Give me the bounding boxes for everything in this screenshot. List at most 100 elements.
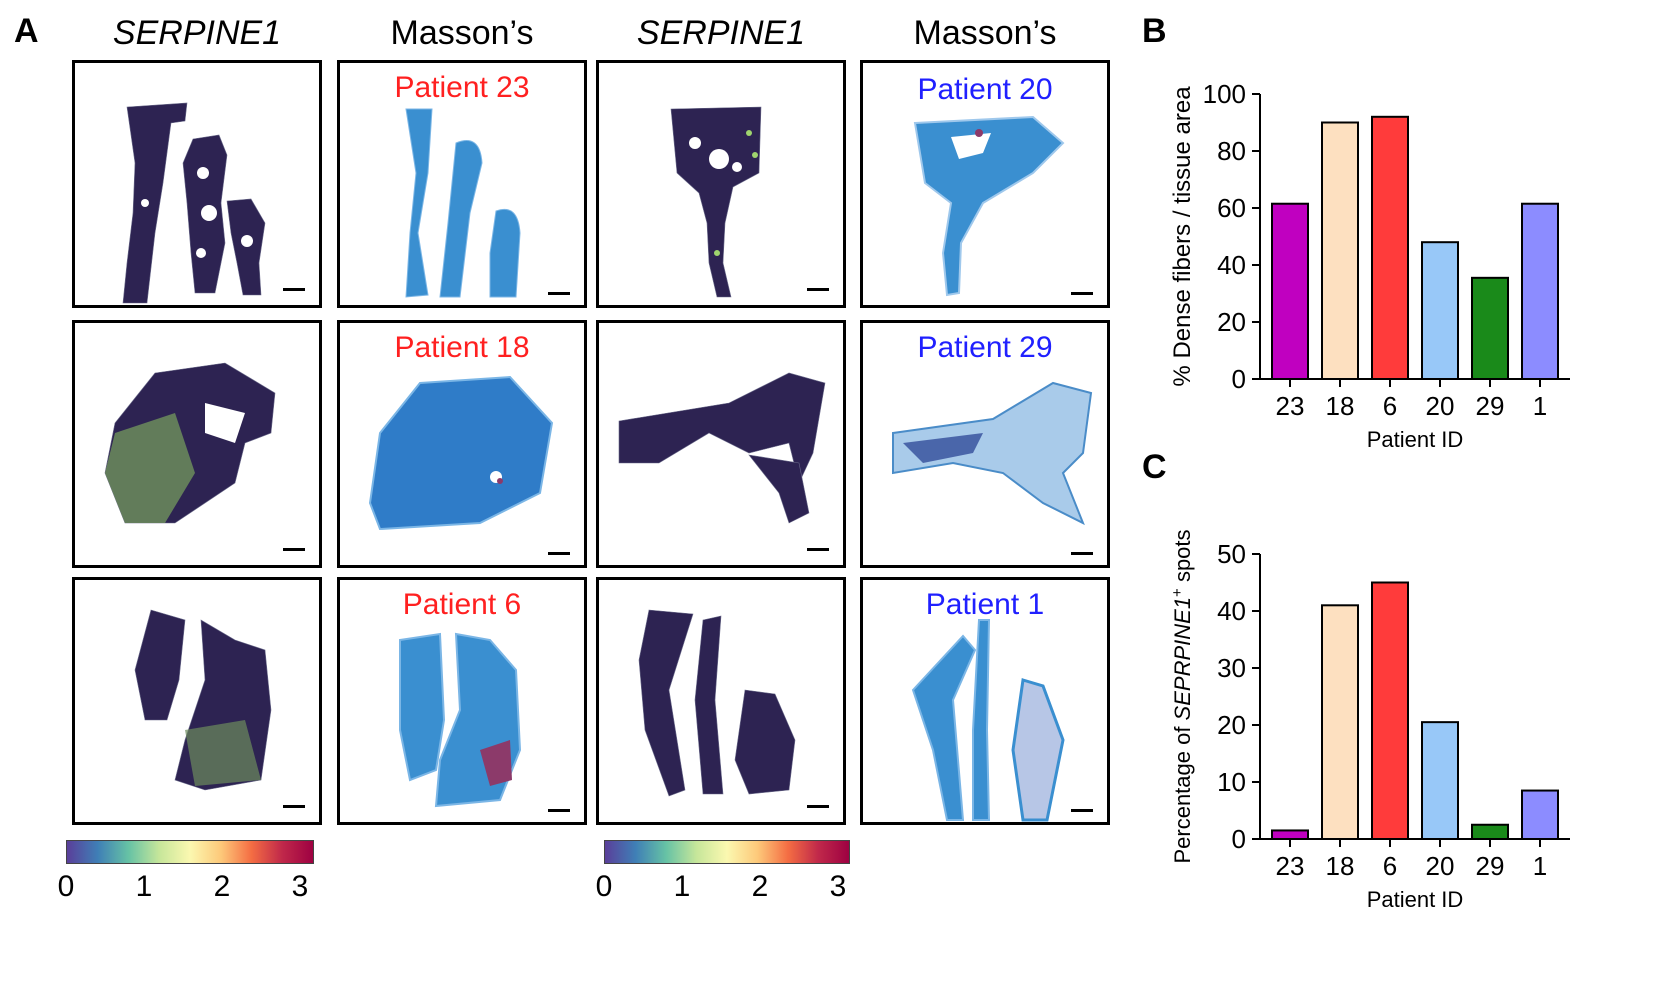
chart-b-bar-18 bbox=[1321, 121, 1359, 380]
scale-bar bbox=[807, 288, 829, 291]
chart-c-xtick-label: 29 bbox=[1476, 851, 1505, 881]
masson-stain-patient-29: Patient 29 bbox=[860, 320, 1110, 568]
chart-b-ytick-label: 80 bbox=[1217, 136, 1246, 166]
chart-b-ytick-label: 100 bbox=[1203, 79, 1246, 109]
column-header-masson-left: Masson’s bbox=[390, 14, 534, 52]
chart-c-ytick-label: 0 bbox=[1232, 824, 1246, 854]
chart-b-xtick-label: 1 bbox=[1533, 391, 1547, 421]
chart-b-ytick-label: 60 bbox=[1217, 193, 1246, 223]
colorbar-left-tick-0: 0 bbox=[57, 870, 75, 903]
chart-b-ytick-label: 40 bbox=[1217, 250, 1246, 280]
chart-c-bar-18 bbox=[1321, 604, 1359, 840]
chart-c: 0 10 20 30 40 50 23 18 6 20 29 1 Patient ID Percentag… bbox=[1160, 500, 1620, 920]
chart-b-ytick-label: 0 bbox=[1232, 364, 1246, 394]
scale-bar bbox=[1071, 292, 1093, 295]
chart-b-bar-1 bbox=[1521, 202, 1559, 380]
chart-b-xtick-label: 6 bbox=[1383, 391, 1397, 421]
spatial-map-patient-18 bbox=[72, 320, 322, 568]
spatial-map-patient-29 bbox=[596, 320, 846, 568]
chart-c-bar-20 bbox=[1421, 721, 1459, 840]
scale-bar bbox=[283, 805, 305, 808]
scale-bar bbox=[807, 805, 829, 808]
spatial-spots bbox=[122, 102, 266, 304]
panel-letter-a: A bbox=[14, 12, 39, 50]
chart-c-ytick-label: 30 bbox=[1217, 653, 1246, 683]
chart-b-bar-23 bbox=[1271, 202, 1309, 380]
chart-b-ylabel: % Dense fibers / tissue area bbox=[1169, 86, 1196, 387]
chart-b-bar-29 bbox=[1471, 276, 1509, 380]
chart-b-svg: 0 20 40 60 80 100 23 18 6 20 29 1 Patient ID % Dense … bbox=[1169, 79, 1570, 452]
chart-c-xtick-label: 20 bbox=[1426, 851, 1455, 881]
column-header-masson-right: Masson’s bbox=[913, 14, 1057, 52]
chart-c-ytick-label: 20 bbox=[1217, 710, 1246, 740]
chart-b-bar-20 bbox=[1421, 241, 1459, 380]
spatial-map-patient-1 bbox=[596, 577, 846, 825]
column-header-serpine1-left: SERPINE1 bbox=[112, 14, 282, 52]
colorbar-right-tick-1: 1 bbox=[673, 870, 691, 903]
panel-letter-c: C bbox=[1142, 448, 1167, 486]
colorbar-right bbox=[604, 840, 850, 864]
tissue-image bbox=[399, 632, 522, 808]
masson-stain-patient-18: Patient 18 bbox=[337, 320, 587, 568]
chart-c-bar-1 bbox=[1521, 789, 1559, 840]
masson-stain-patient-1: Patient 1 bbox=[860, 577, 1110, 825]
scale-bar bbox=[548, 552, 570, 555]
chart-b-xlabel: Patient ID bbox=[1367, 427, 1464, 452]
patient-label-6: Patient 6 bbox=[402, 588, 522, 621]
scale-bar bbox=[807, 548, 829, 551]
colorbar-left-tick-2: 2 bbox=[213, 870, 231, 903]
chart-c-ylabel: Percentage of SEPRPINE1+ spots bbox=[1169, 529, 1196, 863]
scale-bar bbox=[1071, 552, 1093, 555]
tissue-image bbox=[405, 108, 521, 298]
colorbar-left-tick-3: 3 bbox=[291, 870, 309, 903]
spatial-spots bbox=[618, 372, 826, 524]
chart-c-xtick-label: 23 bbox=[1276, 851, 1305, 881]
chart-c-bar-6 bbox=[1371, 581, 1409, 840]
colorbar-right-tick-3: 3 bbox=[829, 870, 847, 903]
scale-bar bbox=[548, 292, 570, 295]
masson-stain-patient-23: Patient 23 bbox=[337, 60, 587, 308]
colorbar-right-tick-0: 0 bbox=[595, 870, 613, 903]
chart-b-xtick-label: 18 bbox=[1326, 391, 1355, 421]
masson-stain-patient-6: Patient 6 bbox=[337, 577, 587, 825]
spatial-map-patient-23 bbox=[72, 60, 322, 308]
chart-c-xtick-label: 6 bbox=[1383, 851, 1397, 881]
tissue-image bbox=[911, 619, 1065, 822]
chart-c-ytick-label: 10 bbox=[1217, 767, 1246, 797]
chart-b-xtick-label: 29 bbox=[1476, 391, 1505, 421]
chart-b-ytick-label: 20 bbox=[1217, 307, 1246, 337]
tissue-image bbox=[913, 115, 1065, 297]
scale-bar bbox=[548, 809, 570, 812]
chart-c-xtick-label: 1 bbox=[1533, 851, 1547, 881]
patient-label-20: Patient 20 bbox=[917, 73, 1053, 106]
spatial-spots bbox=[638, 609, 796, 797]
masson-stain-patient-20: Patient 20 bbox=[860, 60, 1110, 308]
spatial-map-patient-6 bbox=[72, 577, 322, 825]
chart-b-xtick-label: 20 bbox=[1426, 391, 1455, 421]
spatial-spots bbox=[670, 106, 762, 298]
chart-c-xtick-label: 18 bbox=[1326, 851, 1355, 881]
patient-label-18: Patient 18 bbox=[394, 331, 530, 364]
chart-b-xtick-label: 23 bbox=[1276, 391, 1305, 421]
chart-b-bar-6 bbox=[1371, 115, 1409, 381]
colorbar-left-tick-1: 1 bbox=[135, 870, 153, 903]
chart-c-ytick-label: 40 bbox=[1217, 596, 1246, 626]
scale-bar bbox=[283, 548, 305, 551]
spatial-map-patient-20 bbox=[596, 60, 846, 308]
colorbar-right-tick-2: 2 bbox=[751, 870, 769, 903]
column-header-serpine1-right: SERPINE1 bbox=[636, 14, 806, 52]
chart-c-bar-29 bbox=[1471, 823, 1509, 840]
tissue-image bbox=[892, 381, 1093, 526]
scale-bar bbox=[1071, 809, 1093, 812]
chart-c-ytick-label: 50 bbox=[1217, 539, 1246, 569]
tissue-image bbox=[368, 375, 554, 531]
scale-bar bbox=[283, 288, 305, 291]
chart-c-xlabel: Patient ID bbox=[1367, 887, 1464, 912]
patient-label-29: Patient 29 bbox=[917, 331, 1053, 364]
spatial-spots bbox=[104, 362, 276, 524]
patient-label-1: Patient 1 bbox=[925, 588, 1045, 621]
chart-c-bar-23 bbox=[1271, 829, 1309, 841]
chart-b: 0 20 40 60 80 100 23 18 6 20 29 1 Patient ID % Dense … bbox=[1160, 40, 1620, 460]
patient-label-23: Patient 23 bbox=[394, 71, 530, 104]
spatial-spots bbox=[134, 609, 272, 791]
